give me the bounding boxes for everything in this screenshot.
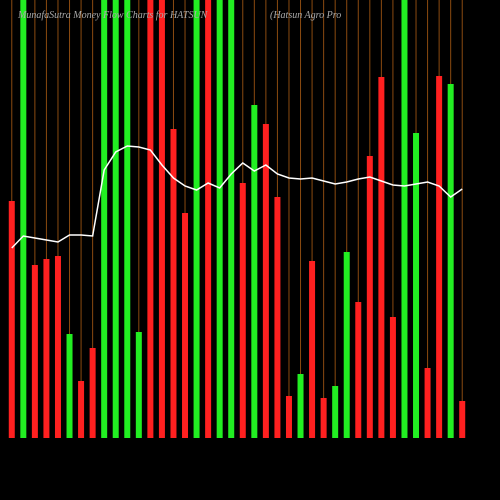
bar [78, 381, 85, 438]
bar [262, 124, 269, 438]
bar [309, 261, 316, 438]
bar [332, 386, 339, 438]
bar [43, 259, 50, 438]
bar [31, 265, 38, 438]
bar [66, 334, 73, 438]
bar [251, 105, 258, 438]
bar [112, 0, 119, 438]
bar [170, 129, 177, 438]
chart-subtitle: (Hatsun Agro Pro [270, 10, 341, 21]
bar [343, 252, 350, 438]
bar [54, 256, 61, 438]
bar [389, 317, 396, 438]
bar [239, 183, 246, 438]
bar [20, 0, 27, 438]
bar [401, 0, 408, 438]
plot [8, 0, 466, 438]
bar [413, 133, 420, 438]
bar [320, 398, 327, 438]
bar [205, 0, 212, 438]
money-flow-line [11, 145, 463, 249]
bar [135, 332, 142, 438]
bar [182, 213, 189, 438]
bar [366, 156, 373, 438]
bar [158, 0, 165, 438]
chart-title: MunafaSutra Money Flow Charts for HATSUN [17, 10, 209, 21]
bar [297, 374, 304, 438]
bar [459, 401, 466, 438]
bar [147, 0, 154, 438]
bar [274, 197, 281, 438]
bar [424, 368, 431, 438]
bar [355, 302, 362, 438]
bar [101, 0, 108, 438]
bar [89, 348, 96, 438]
bar [216, 0, 223, 438]
bar [378, 77, 385, 438]
bar [447, 84, 454, 438]
bar [124, 0, 131, 438]
bar [228, 0, 235, 438]
bar [8, 201, 15, 438]
bar [436, 76, 443, 438]
bar [193, 0, 200, 438]
bar [285, 396, 292, 438]
